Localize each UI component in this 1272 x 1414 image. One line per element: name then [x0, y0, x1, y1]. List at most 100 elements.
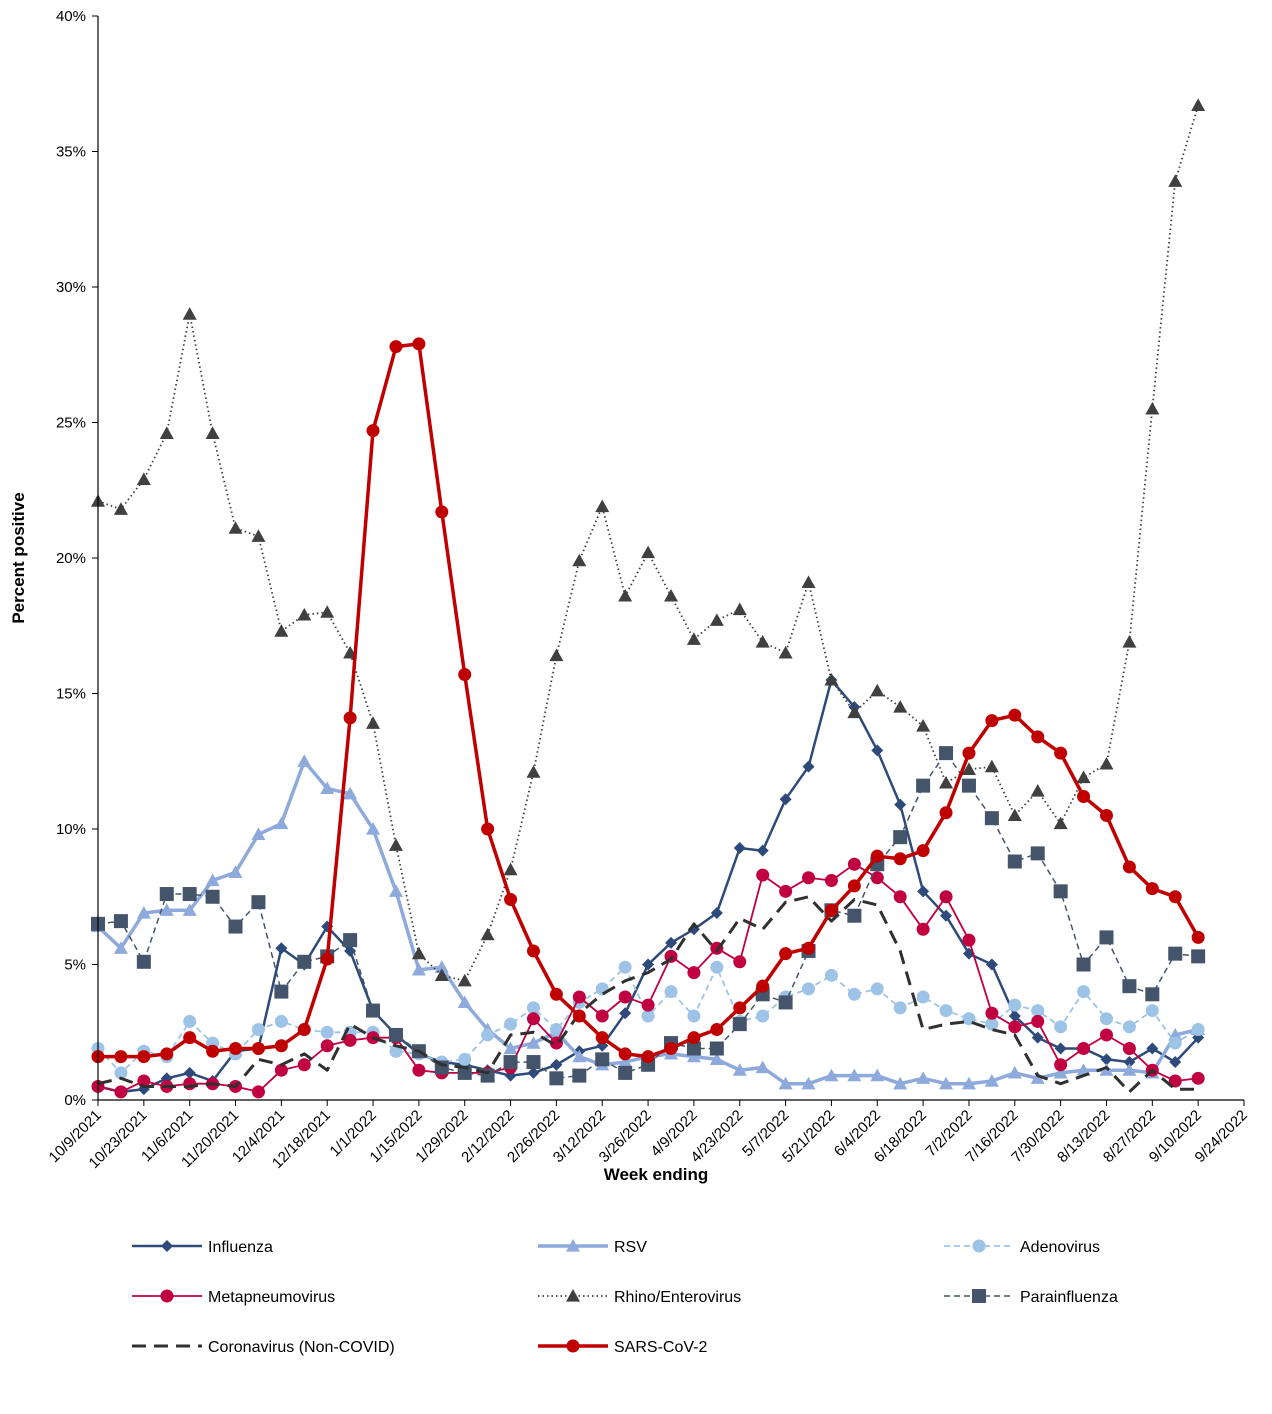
data-point	[550, 1058, 563, 1071]
data-point	[182, 887, 197, 902]
data-point	[504, 892, 518, 906]
data-point	[183, 1031, 197, 1045]
data-point	[572, 990, 586, 1004]
legend-swatch-marker	[160, 1289, 174, 1303]
data-point	[182, 903, 197, 916]
data-point	[732, 1063, 747, 1076]
data-point	[893, 830, 908, 845]
legend-label: Adenovirus	[1020, 1239, 1100, 1256]
legend-swatch-marker	[972, 1289, 986, 1303]
data-point	[618, 588, 633, 602]
series-line	[96, 759, 1200, 1086]
legend-item: Adenovirus	[944, 1239, 1100, 1256]
data-point	[1030, 846, 1045, 861]
data-point	[1122, 1042, 1136, 1056]
data-point	[664, 1042, 678, 1056]
data-point	[755, 635, 770, 648]
data-point	[572, 1049, 587, 1063]
legend-swatch-marker	[566, 1289, 580, 1302]
data-point	[870, 871, 884, 885]
data-point	[1168, 1074, 1182, 1088]
data-point	[1077, 985, 1091, 999]
data-point	[939, 806, 953, 820]
data-point	[228, 865, 243, 878]
data-point	[136, 906, 151, 919]
data-point	[572, 1068, 587, 1083]
series-line	[97, 895, 1199, 1094]
data-point	[343, 933, 358, 948]
data-point	[549, 1071, 564, 1086]
data-point	[206, 1044, 220, 1058]
x-axis-title: Week ending	[604, 1165, 709, 1184]
data-point	[1191, 1023, 1205, 1037]
legend-label: Parainfluenza	[1020, 1289, 1118, 1306]
data-point	[572, 1009, 586, 1023]
data-point	[1191, 930, 1205, 944]
data-point	[778, 1076, 793, 1090]
data-point	[802, 941, 816, 955]
data-point	[481, 822, 495, 836]
data-point	[251, 1085, 265, 1099]
data-point	[779, 884, 793, 898]
data-point	[1054, 1042, 1067, 1055]
legend-item: Rhino/Enterovirus	[538, 1289, 741, 1306]
data-point	[1168, 174, 1183, 187]
data-point	[1076, 957, 1091, 972]
data-point	[847, 879, 861, 893]
data-point	[297, 1058, 311, 1072]
y-tick-label: 40%	[56, 8, 86, 25]
data-point	[251, 827, 266, 841]
data-point	[458, 668, 472, 682]
data-point	[778, 645, 793, 659]
data-point	[641, 998, 655, 1012]
data-point	[870, 982, 884, 996]
y-tick-label: 5%	[64, 957, 86, 974]
data-point	[1053, 816, 1068, 830]
data-point	[893, 890, 907, 904]
data-point	[961, 1076, 976, 1090]
data-point	[526, 1036, 541, 1049]
data-point	[136, 472, 151, 486]
data-point	[756, 868, 770, 882]
data-point	[664, 985, 678, 999]
legend-item: SARS-CoV-2	[538, 1339, 707, 1356]
data-point	[1076, 770, 1091, 784]
data-point	[320, 781, 335, 794]
data-point	[457, 1065, 472, 1080]
data-point	[665, 936, 677, 949]
data-point	[1054, 1020, 1068, 1034]
data-point	[1169, 1056, 1182, 1069]
y-tick-label: 0%	[64, 1092, 86, 1109]
data-point	[618, 1065, 633, 1080]
data-point	[1123, 1056, 1136, 1069]
data-point	[1053, 884, 1068, 899]
data-point	[183, 1077, 197, 1091]
data-point	[434, 968, 449, 981]
data-point	[572, 553, 587, 567]
data-point	[388, 838, 403, 851]
data-point	[366, 424, 380, 438]
series-parainfluenza	[91, 746, 1206, 1086]
data-point	[1191, 949, 1206, 964]
data-point	[709, 1041, 724, 1056]
data-point	[939, 775, 954, 789]
data-point	[274, 816, 289, 830]
data-point	[756, 979, 770, 993]
data-point	[457, 995, 472, 1009]
data-point	[847, 705, 862, 719]
data-point	[1008, 998, 1022, 1012]
data-point	[297, 954, 312, 969]
data-point	[274, 1014, 288, 1028]
legend-item: RSV	[538, 1239, 647, 1256]
data-point	[434, 960, 449, 973]
data-point	[824, 1068, 839, 1082]
data-point	[205, 873, 220, 887]
data-point	[1030, 1071, 1045, 1084]
data-point	[1030, 784, 1045, 797]
data-point	[388, 884, 403, 897]
data-point	[1076, 1063, 1091, 1076]
data-point	[503, 1055, 518, 1070]
data-point	[274, 624, 289, 637]
data-point	[595, 1031, 609, 1045]
legend-item: Coronavirus (Non-COVID)	[132, 1339, 395, 1356]
